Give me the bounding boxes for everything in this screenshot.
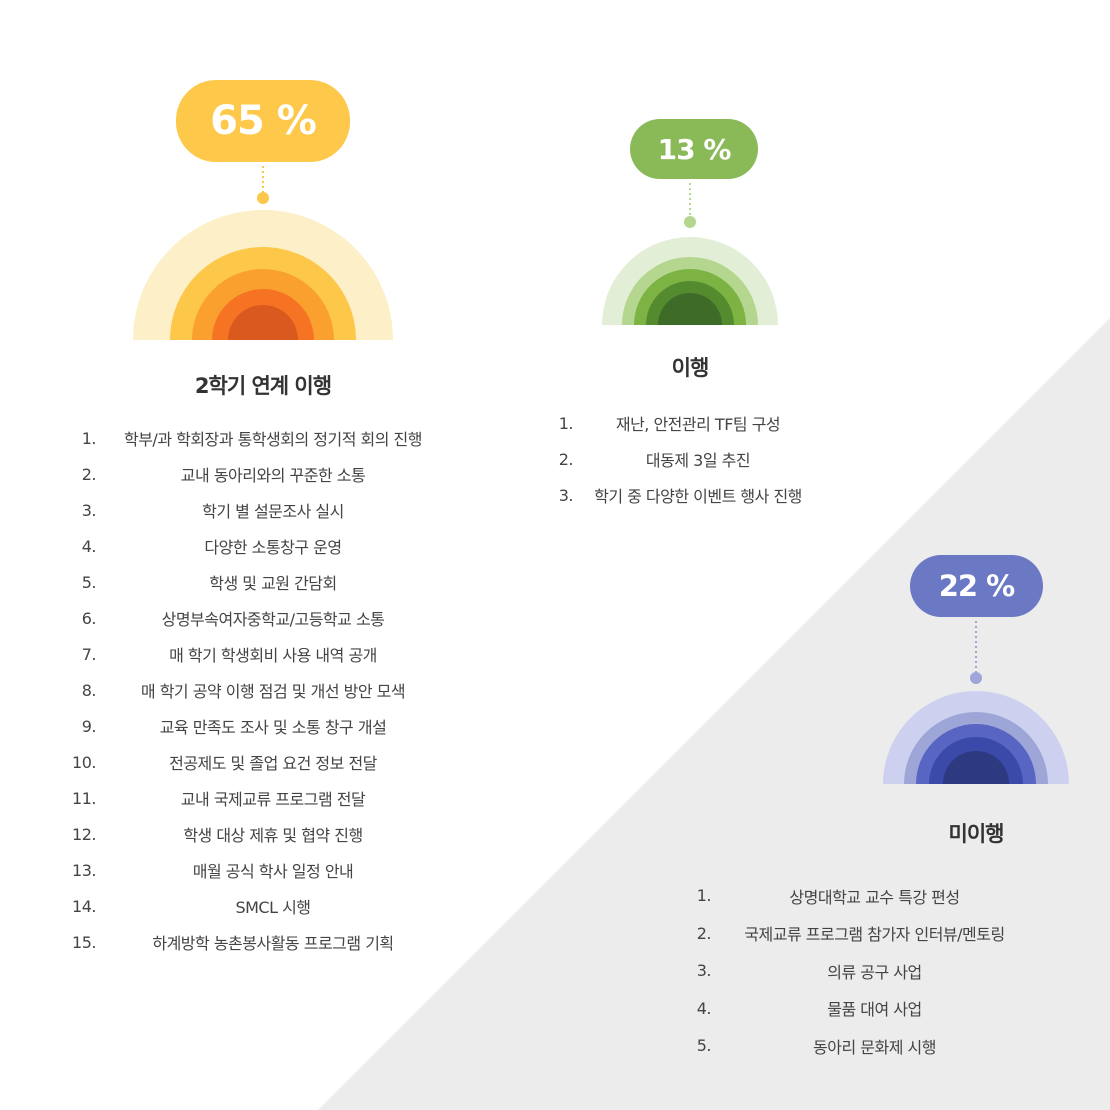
item-number: 3. (558, 485, 574, 505)
item-text: 국제교류 프로그램 참가자 인터뷰/멘토링 (744, 925, 1005, 945)
item-text: 교내 동아리와의 꾸준한 소통 (180, 466, 366, 485)
item-number: 9. (81, 716, 97, 736)
item-text: 학기 별 설문조사 실시 (202, 502, 344, 521)
connector-dot (684, 216, 696, 228)
connector-dot (970, 672, 982, 684)
item-text: 매월 공식 학사 일정 안내 (192, 862, 354, 881)
item-number: 3. (81, 500, 97, 520)
item-text: 학생 및 교원 간담회 (209, 574, 337, 593)
item-number: 1. (81, 428, 97, 448)
list-item: 2. 교내 동아리와의 꾸준한 소통 (60, 456, 450, 492)
item-text: 매 학기 공약 이행 점검 및 개선 방안 모색 (140, 682, 406, 701)
list-item: 3. 학기 중 다양한 이벤트 행사 진행 (545, 477, 823, 513)
list-item: 1. 상명대학교 교수 특강 편성 (683, 877, 1038, 915)
percent-badge-notdone: 22 % (910, 555, 1043, 617)
item-text: 재난, 안전관리 TF팀 구성 (615, 415, 781, 434)
item-text: 교내 국제교류 프로그램 전달 (180, 790, 366, 809)
list-item: 3. 학기 별 설문조사 실시 (60, 492, 450, 528)
item-number: 2. (81, 464, 97, 484)
item-number: 2. (558, 449, 574, 469)
list-item: 1. 학부/과 학회장과 통학생회의 정기적 회의 진행 (60, 420, 450, 456)
item-text: 학부/과 학회장과 통학생회의 정기적 회의 진행 (123, 430, 423, 449)
list-item: 15. 하계방학 농촌봉사활동 프로그램 기획 (60, 924, 450, 960)
list-item: 7. 매 학기 학생회비 사용 내역 공개 (60, 636, 450, 672)
heading-linked: 2학기 연계 이행 (194, 374, 332, 398)
item-number: 5. (696, 1036, 712, 1056)
list-item: 12. 학생 대상 제휴 및 협약 진행 (60, 816, 450, 852)
item-number: 1. (696, 886, 712, 906)
item-number: 1. (558, 413, 574, 433)
list-item: 5. 학생 및 교원 간담회 (60, 564, 450, 600)
percent-badge-done: 13 % (630, 119, 758, 179)
list-item: 14. SMCL 시행 (60, 888, 450, 924)
item-text: 교육 만족도 조사 및 소통 창구 개설 (159, 718, 387, 737)
item-number: 8. (81, 680, 97, 700)
list-item: 4. 물품 대여 사업 (683, 990, 1038, 1028)
list-item: 2. 대동제 3일 추진 (545, 441, 823, 477)
item-text: 매 학기 학생회비 사용 내역 공개 (169, 646, 377, 665)
connector-dot (257, 192, 269, 204)
item-text: 상명대학교 교수 특강 편성 (789, 887, 960, 907)
item-text: 동아리 문화제 시행 (813, 1037, 936, 1057)
item-list-notdone: 1. 상명대학교 교수 특강 편성 2. 국제교류 프로그램 참가자 인터뷰/멘토링 3… (683, 877, 1038, 1065)
item-list-done: 1. 재난, 안전관리 TF팀 구성 2. 대동제 3일 추진 3. 학기 중 다양한 이… (545, 405, 823, 513)
list-item: 1. 재난, 안전관리 TF팀 구성 (545, 405, 823, 441)
item-list-linked: 1. 학부/과 학회장과 통학생회의 정기적 회의 진행 2. 교내 동아리와의 꾸준… (60, 420, 450, 960)
item-text: 하계방학 농촌봉사활동 프로그램 기획 (152, 934, 394, 953)
item-number: 11. (72, 788, 96, 808)
semicircle-linked (133, 166, 393, 340)
list-item: 6. 상명부속여자중학교/고등학교 소통 (60, 600, 450, 636)
list-item: 4. 다양한 소통창구 운영 (60, 528, 450, 564)
item-text: 학생 대상 제휴 및 협약 진행 (183, 826, 363, 845)
item-text: 물품 대여 사업 (827, 1000, 922, 1020)
percent-badge-linked: 65 % (176, 80, 350, 162)
item-number: 15. (72, 932, 96, 952)
item-number: 6. (81, 608, 97, 628)
list-item: 10. 전공제도 및 졸업 요건 정보 전달 (60, 744, 450, 780)
item-number: 7. (81, 644, 97, 664)
semicircle-notdone (883, 621, 1069, 784)
list-item: 13. 매월 공식 학사 일정 안내 (60, 852, 450, 888)
item-text: 학기 중 다양한 이벤트 행사 진행 (594, 487, 802, 506)
background-triangle (318, 318, 1110, 1110)
list-item: 9. 교육 만족도 조사 및 소통 창구 개설 (60, 708, 450, 744)
item-number: 3. (696, 961, 712, 981)
item-text: 의류 공구 사업 (827, 962, 922, 982)
item-number: 10. (72, 752, 96, 772)
item-text: 대동제 3일 추진 (645, 451, 751, 470)
list-item: 3. 의류 공구 사업 (683, 952, 1038, 990)
item-number: 14. (72, 896, 96, 916)
list-item: 11. 교내 국제교류 프로그램 전달 (60, 780, 450, 816)
item-number: 13. (72, 860, 96, 880)
semicircle-done (602, 183, 778, 325)
item-number: 12. (72, 824, 96, 844)
item-number: 5. (81, 572, 97, 592)
list-item: 5. 동아리 문화제 시행 (683, 1027, 1038, 1065)
heading-done: 이행 (671, 356, 710, 380)
list-item: 8. 매 학기 공약 이행 점검 및 개선 방안 모색 (60, 672, 450, 708)
ring-4 (228, 305, 298, 340)
item-number: 2. (696, 923, 712, 943)
item-text: 전공제도 및 졸업 요건 정보 전달 (169, 754, 377, 773)
item-text: SMCL 시행 (235, 898, 311, 917)
heading-notdone: 미이행 (948, 822, 1005, 846)
item-number: 4. (696, 998, 712, 1018)
list-item: 2. 국제교류 프로그램 참가자 인터뷰/멘토링 (683, 915, 1038, 953)
item-number: 4. (81, 536, 97, 556)
item-text: 다양한 소통창구 운영 (204, 538, 342, 557)
ring-4 (943, 751, 1009, 784)
item-text: 상명부속여자중학교/고등학교 소통 (161, 610, 385, 629)
ring-4 (658, 293, 722, 325)
